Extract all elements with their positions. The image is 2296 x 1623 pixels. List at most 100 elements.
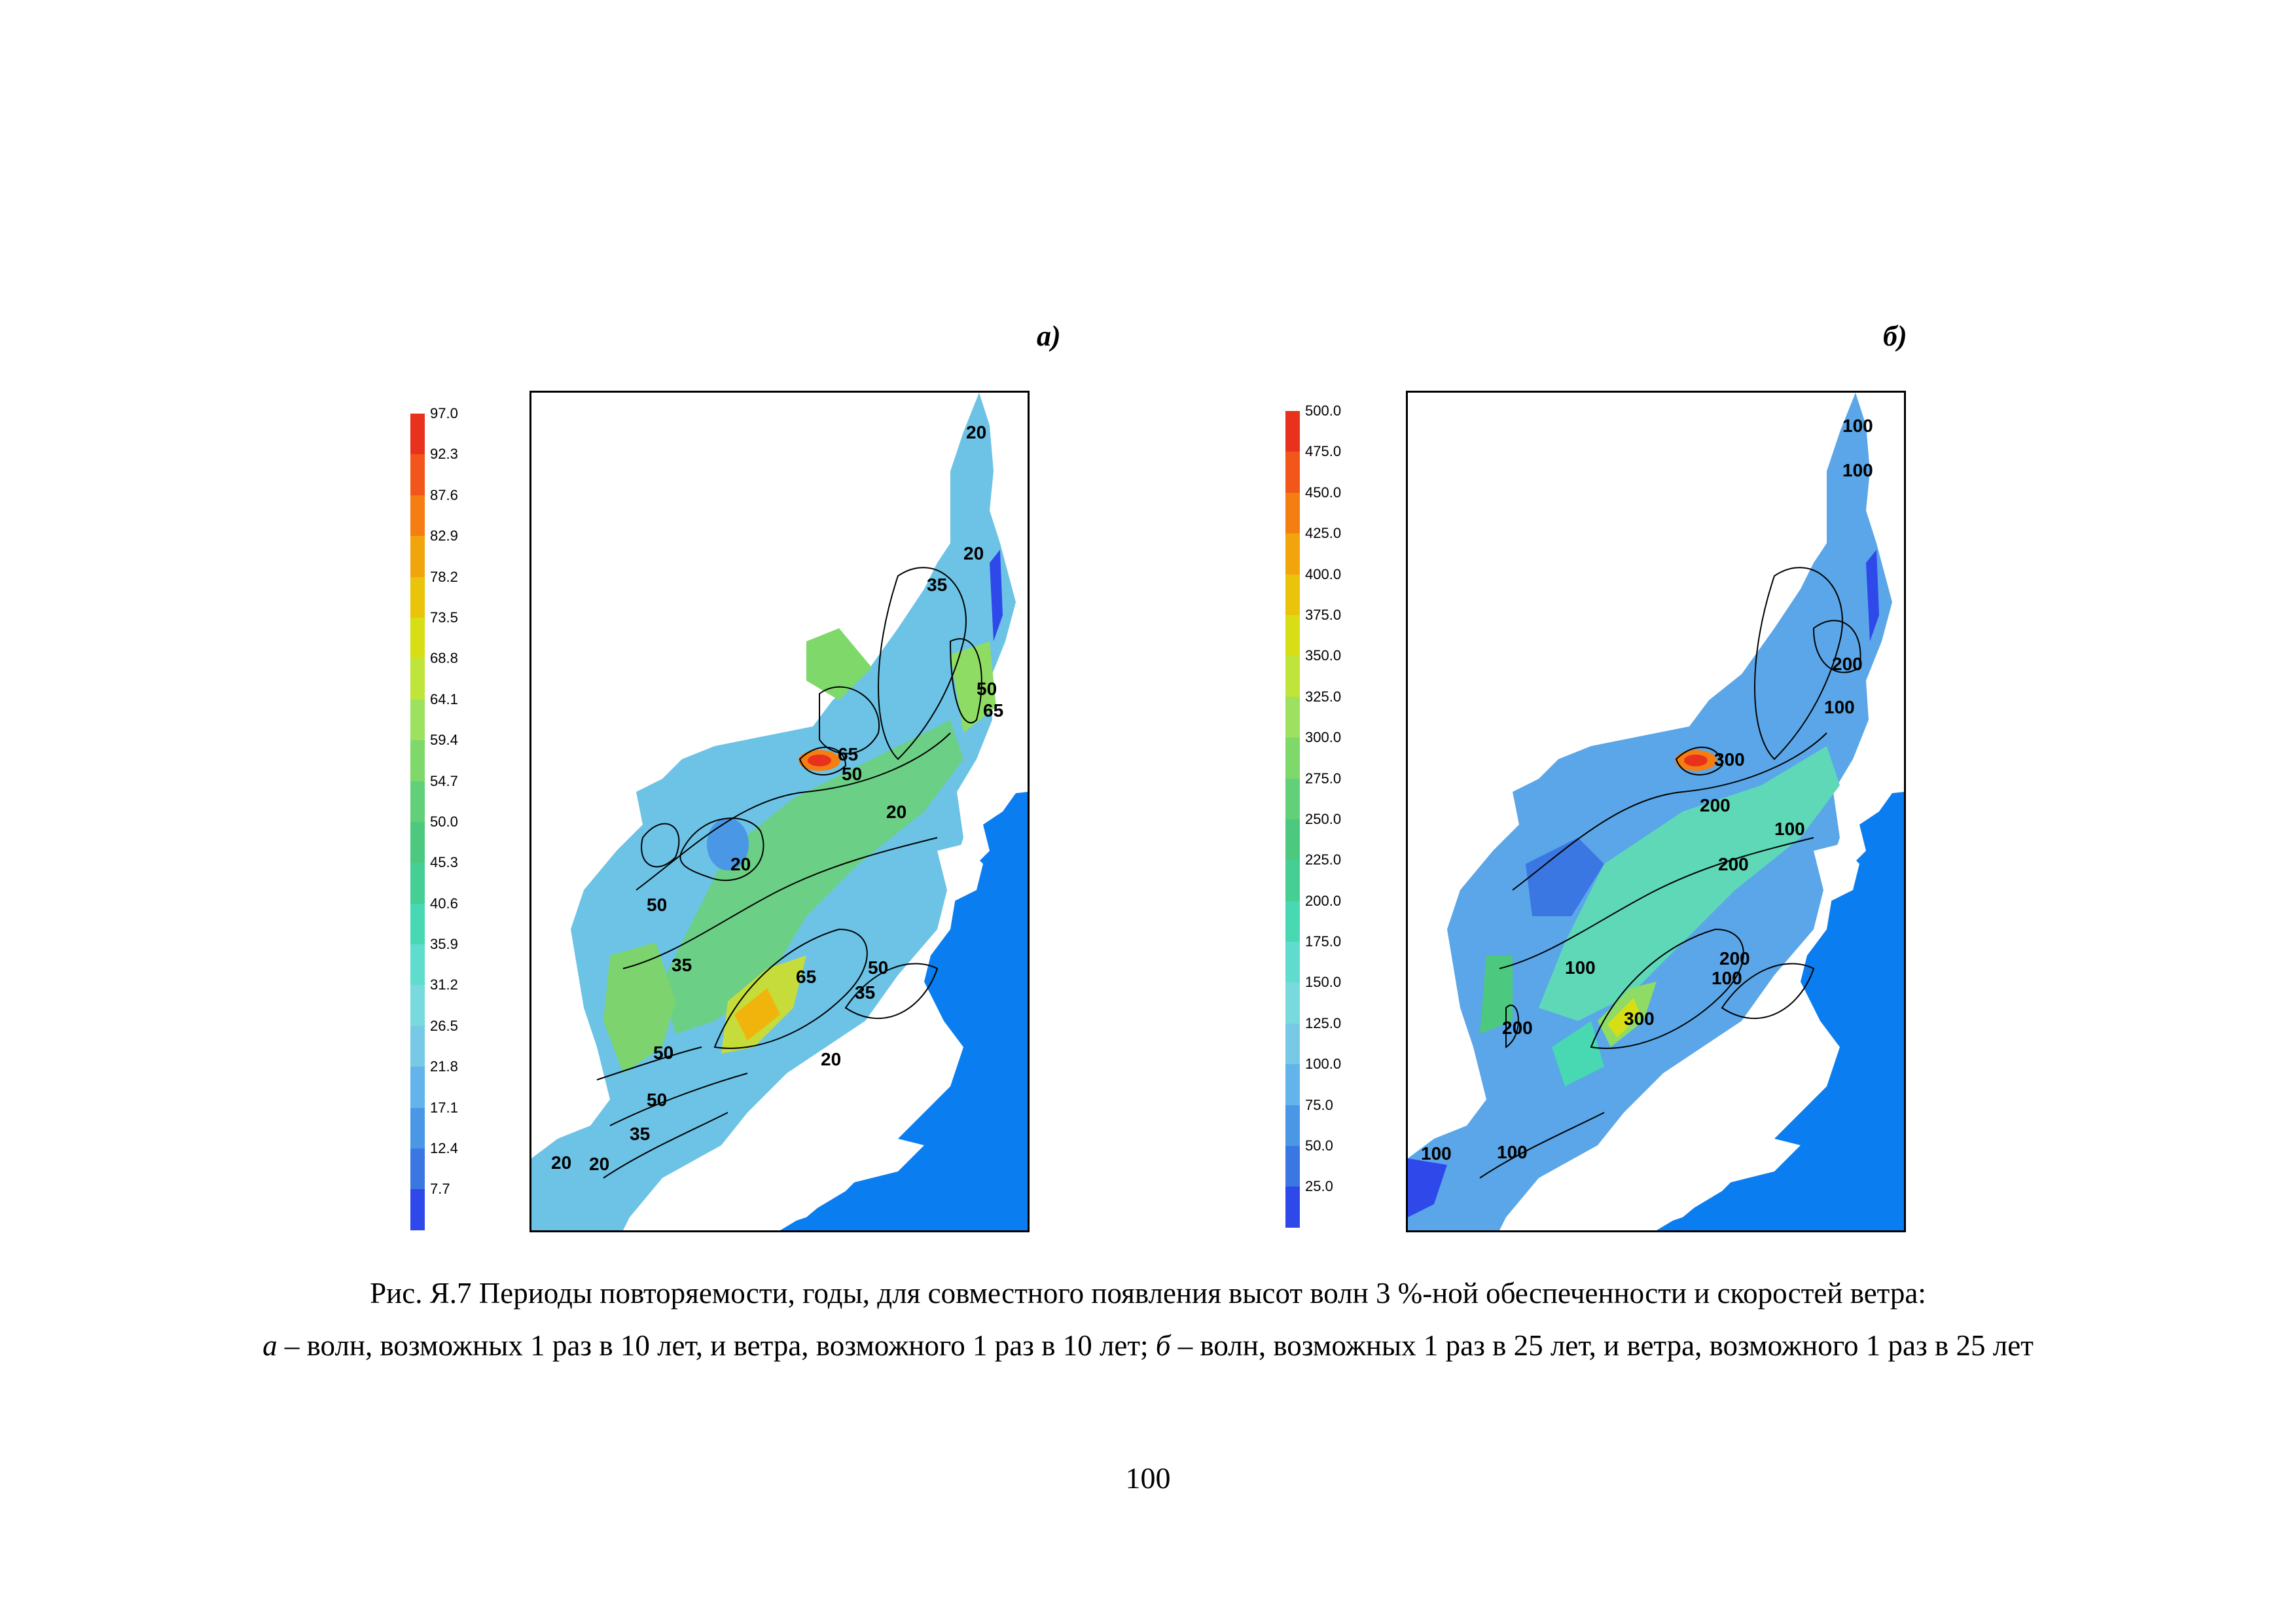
legend-row: 92.3 xyxy=(410,446,502,495)
legend-swatch xyxy=(410,658,425,700)
legend-row: 64.1 xyxy=(410,691,502,741)
panel-b-label: б) xyxy=(1883,320,1907,352)
legend-swatch xyxy=(1285,533,1300,575)
legend-label: 40.6 xyxy=(430,895,458,912)
legend-a: 97.0 92.3 87.6 82.9 78.2 73.5 68.8 64.1 59.4 54.7… xyxy=(410,406,502,1230)
contour-label: 20 xyxy=(589,1154,609,1174)
legend-row: 150.0 xyxy=(1285,974,1377,1024)
legend-swatch xyxy=(410,1067,425,1108)
legend-label: 475.0 xyxy=(1305,443,1342,460)
map-a-svg: 20 20 35 50 65 65 50 20 20 50 35 65 50 3… xyxy=(531,393,1028,1230)
legend-row: 300.0 xyxy=(1285,730,1377,779)
legend-row: 200.0 xyxy=(1285,893,1377,942)
legend-swatch xyxy=(410,577,425,618)
legend-row: 175.0 xyxy=(1285,934,1377,983)
contour-label: 200 xyxy=(1719,948,1750,969)
legend-label: 78.2 xyxy=(430,568,458,585)
legend-swatch xyxy=(410,414,425,455)
legend-swatch xyxy=(1285,1064,1300,1105)
contour-label: 300 xyxy=(1624,1008,1655,1029)
figure-caption-line1: Рис. Я.7 Периоды повторяемости, годы, дл… xyxy=(370,1277,1926,1310)
contour-label: 35 xyxy=(630,1124,650,1144)
contour-label: 50 xyxy=(842,764,862,784)
contour-label: 300 xyxy=(1714,749,1745,770)
legend-swatch xyxy=(1285,778,1300,819)
contour-label: 100 xyxy=(1421,1143,1452,1164)
legend-swatch xyxy=(1285,1186,1300,1228)
legend-label: 175.0 xyxy=(1305,933,1342,950)
legend-swatch xyxy=(410,740,425,781)
legend-row: 325.0 xyxy=(1285,688,1377,738)
contour-label: 100 xyxy=(1497,1142,1528,1162)
legend-label: 400.0 xyxy=(1305,565,1342,582)
legend-label: 97.0 xyxy=(430,405,458,421)
legend-label: 500.0 xyxy=(1305,402,1342,419)
contour-label: 20 xyxy=(966,422,986,442)
legend-swatch xyxy=(410,454,425,495)
legend-swatch xyxy=(1285,819,1300,861)
contour-label: 35 xyxy=(672,955,692,975)
caption-b-letter: б xyxy=(1155,1329,1171,1362)
legend-label: 150.0 xyxy=(1305,974,1342,991)
legend-row: 225.0 xyxy=(1285,852,1377,901)
legend-swatch xyxy=(1285,1023,1300,1065)
legend-label: 92.3 xyxy=(430,446,458,463)
legend-swatch xyxy=(410,536,425,577)
legend-row: 45.3 xyxy=(410,855,502,904)
legend-label: 275.0 xyxy=(1305,770,1342,787)
legend-label: 7.7 xyxy=(430,1181,450,1198)
legend-swatch xyxy=(410,863,425,904)
legend-row: 250.0 xyxy=(1285,811,1377,861)
contour-label: 20 xyxy=(821,1049,841,1069)
contour-label: 100 xyxy=(1565,957,1596,978)
contour-label: 35 xyxy=(927,575,947,595)
contour-label: 65 xyxy=(796,967,816,987)
caption-b-text: – волн, возможных 1 раз в 25 лет, и ветр… xyxy=(1170,1329,2034,1362)
legend-label: 73.5 xyxy=(430,609,458,626)
legend-b: 500.0 475.0 450.0 425.0 400.0 375.0 350.0 325.0… xyxy=(1285,403,1377,1228)
legend-label: 82.9 xyxy=(430,527,458,544)
contour-label: 50 xyxy=(868,957,888,978)
legend-label: 68.8 xyxy=(430,650,458,667)
legend-swatch xyxy=(410,1026,425,1067)
legend-swatch xyxy=(1285,738,1300,779)
legend-label: 350.0 xyxy=(1305,647,1342,664)
legend-swatch xyxy=(1285,492,1300,534)
page-number: 100 xyxy=(1125,1461,1171,1495)
legend-row: 125.0 xyxy=(1285,1015,1377,1065)
legend-label: 12.4 xyxy=(430,1140,458,1157)
legend-row: 97.0 xyxy=(410,406,502,455)
legend-label: 64.1 xyxy=(430,690,458,707)
legend-swatch xyxy=(410,1107,425,1149)
legend-row: 73.5 xyxy=(410,609,502,659)
legend-label: 75.0 xyxy=(1305,1096,1333,1113)
legend-swatch xyxy=(410,699,425,741)
legend-label: 325.0 xyxy=(1305,688,1342,705)
legend-row: 400.0 xyxy=(1285,566,1377,615)
contour-label: 65 xyxy=(838,744,858,764)
legend-label: 425.0 xyxy=(1305,525,1342,542)
contour-label: 20 xyxy=(963,543,984,563)
legend-swatch xyxy=(1285,860,1300,901)
contour-label: 20 xyxy=(886,802,906,822)
legend-label: 59.4 xyxy=(430,732,458,749)
legend-label: 21.8 xyxy=(430,1058,458,1075)
contour-label: 50 xyxy=(647,895,667,915)
legend-label: 35.9 xyxy=(430,936,458,953)
legend-row: 26.5 xyxy=(410,1018,502,1067)
legend-row: 50.0 xyxy=(1285,1138,1377,1187)
legend-row: 50.0 xyxy=(410,813,502,863)
legend-label: 26.5 xyxy=(430,1017,458,1034)
legend-row: 350.0 xyxy=(1285,648,1377,697)
legend-label: 31.2 xyxy=(430,976,458,993)
contour-label: 100 xyxy=(1842,460,1873,480)
legend-swatch xyxy=(1285,1105,1300,1147)
legend-row: 450.0 xyxy=(1285,484,1377,534)
legend-label: 87.6 xyxy=(430,486,458,503)
legend-row: 59.4 xyxy=(410,732,502,781)
legend-row: 54.7 xyxy=(410,773,502,822)
legend-label: 17.1 xyxy=(430,1099,458,1116)
legend-label: 50.0 xyxy=(1305,1137,1333,1154)
legend-row: 425.0 xyxy=(1285,526,1377,575)
legend-row: 25.0 xyxy=(1285,1179,1377,1228)
